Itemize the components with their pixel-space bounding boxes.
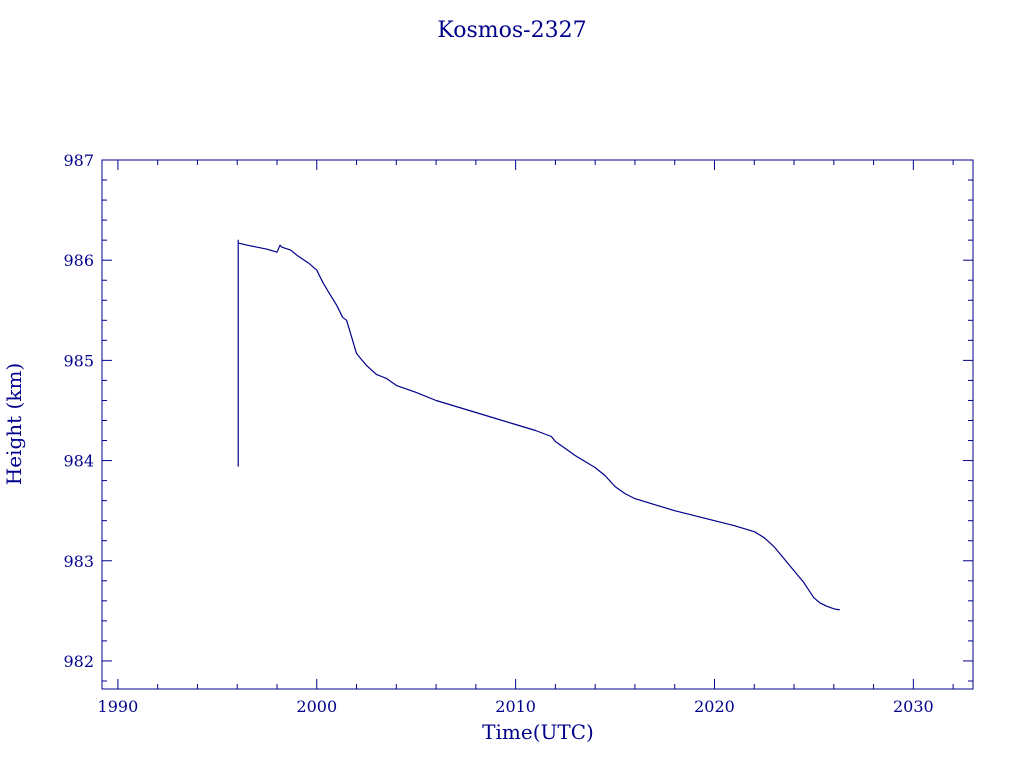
x-tick-label: 1990 <box>98 697 139 716</box>
y-tick-label: 985 <box>63 351 94 370</box>
y-axis-label: Height (km) <box>2 363 26 485</box>
x-tick-label: 2010 <box>495 697 536 716</box>
y-tick-label: 982 <box>63 652 94 671</box>
y-tick-label: 986 <box>63 251 94 270</box>
x-tick-label: 2000 <box>296 697 337 716</box>
y-tick-labels: 982 983 984 985 986 987 <box>63 151 94 671</box>
x-axis-label: Time(UTC) <box>482 720 594 744</box>
y-tick-label: 983 <box>63 552 94 571</box>
x-tick-label: 2020 <box>694 697 735 716</box>
x-tick-label: 2030 <box>893 697 934 716</box>
series-line-height <box>237 239 840 611</box>
chart-title: Kosmos-2327 <box>437 18 586 43</box>
y-tick-label: 987 <box>63 151 94 170</box>
x-tick-labels: 1990 2000 2010 2020 2030 <box>98 697 934 716</box>
y-tick-label: 984 <box>63 452 94 471</box>
axis-ticks <box>102 159 973 689</box>
plot-frame <box>101 159 974 690</box>
